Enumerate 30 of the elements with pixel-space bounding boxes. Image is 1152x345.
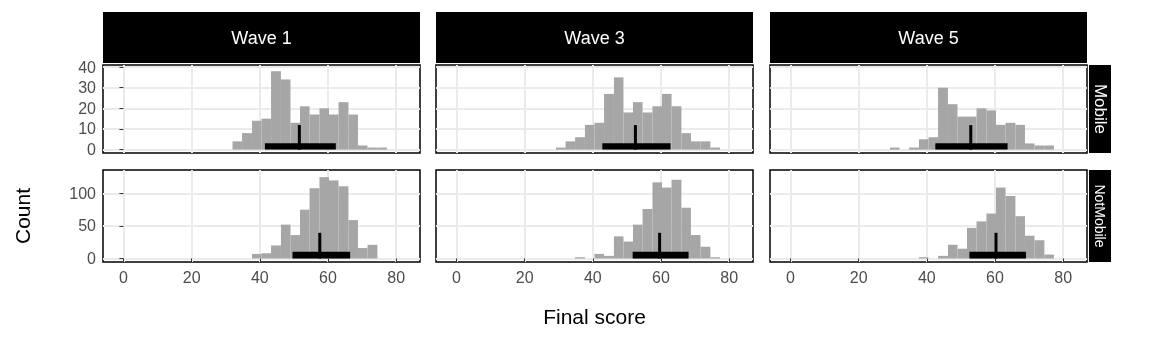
x-axis-title: Final score [543, 305, 646, 328]
x-tick-label: 40 [583, 268, 602, 286]
x-tick-label: 80 [720, 268, 739, 286]
y-tick-label: 30 [78, 79, 97, 97]
x-tick-label: 60 [986, 268, 1004, 286]
x-tick-label: 40 [250, 268, 269, 286]
y-tick-label: 0 [87, 141, 97, 159]
y-tick-label: 50 [78, 217, 97, 235]
y2-axis-title: Mobile [1090, 83, 1110, 135]
x-tick-label: 60 [652, 268, 670, 286]
x-tick-label: 40 [917, 268, 936, 286]
y-tick-label: 100 [69, 184, 97, 202]
y2-axis-title: NotMobile [1092, 184, 1108, 248]
y-tick-label: 10 [78, 120, 97, 138]
x-tick-label: 80 [1054, 268, 1073, 286]
y-tick-label: 40 [78, 58, 97, 76]
x-tick-label: 20 [515, 268, 534, 286]
y-tick-label: 20 [78, 99, 97, 117]
chart-title: Wave 1 [231, 28, 292, 48]
y-axis-title: Count [11, 187, 34, 245]
x-tick-label: 20 [182, 268, 201, 286]
x-tick-label: 80 [387, 268, 406, 286]
chart-title: Wave 5 [898, 28, 959, 48]
x-tick-label: 60 [319, 268, 337, 286]
x-tick-label: 20 [849, 268, 868, 286]
x-tick-label: 0 [119, 268, 128, 286]
y-tick-label: 0 [87, 249, 97, 267]
chart-title: Wave 3 [564, 28, 625, 48]
x-tick-label: 0 [452, 268, 461, 286]
x-tick-label: 0 [786, 268, 795, 286]
